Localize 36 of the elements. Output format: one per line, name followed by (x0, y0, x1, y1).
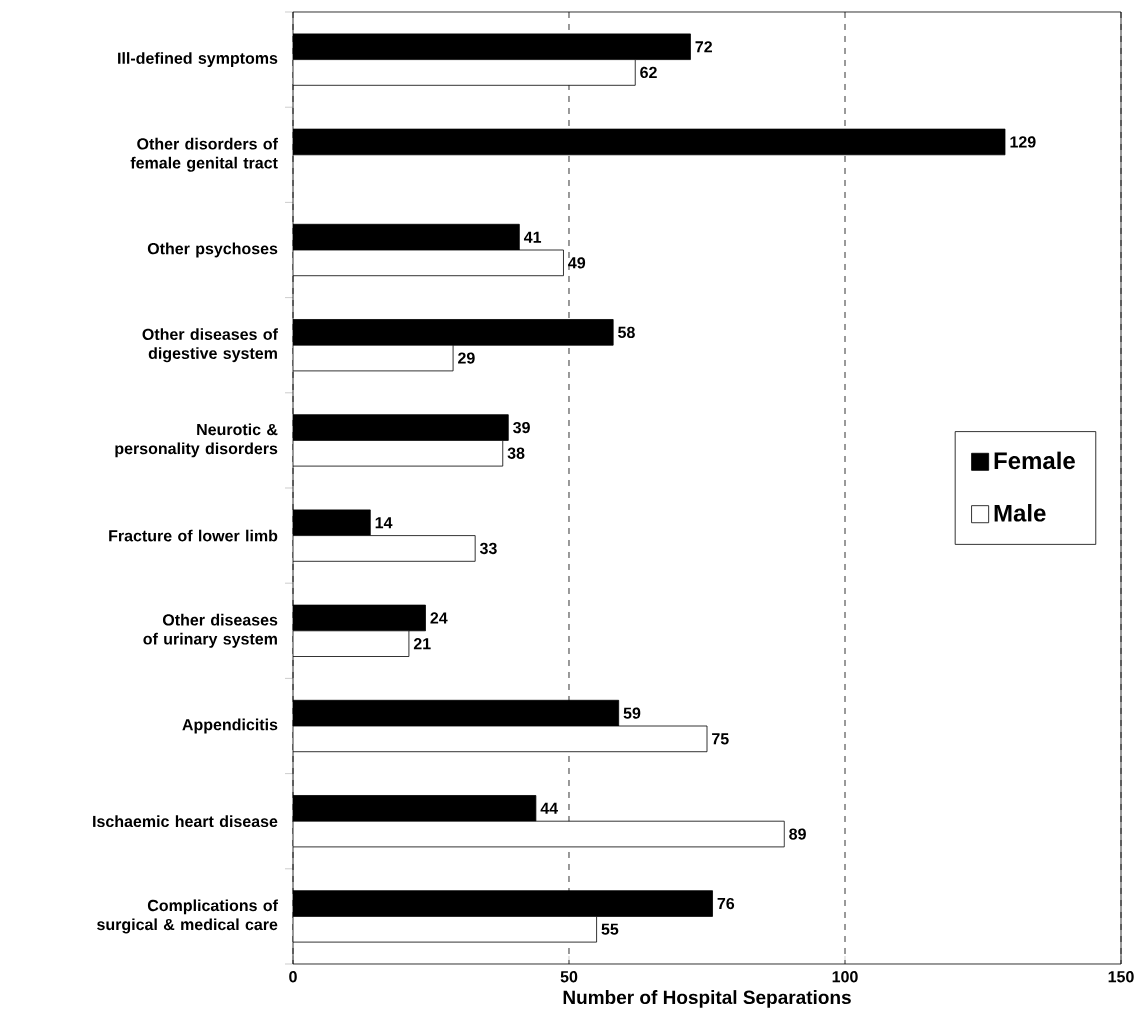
y-tick-label: Appendicitis (182, 718, 278, 734)
data-label: 41 (523, 231, 542, 243)
data-label: 76 (717, 897, 735, 910)
data-label: 29 (458, 352, 475, 364)
data-label: 55 (601, 923, 619, 935)
y-tick-label: Complications of surgical & medical care (97, 899, 278, 934)
y-tick-label: Ill-defined symptoms (118, 52, 278, 68)
y-tick-label: Other diseases of urinary system (143, 613, 278, 648)
data-label: 44 (540, 802, 558, 814)
x-axis-title: Number of Hospital Separations (563, 990, 851, 1008)
data-label: 89 (789, 828, 806, 840)
data-label: 59 (623, 707, 641, 719)
x-tick-label: 100 (832, 971, 858, 983)
y-tick-label: Ischaemic heart disease (93, 815, 278, 828)
data-label: 58 (618, 326, 635, 339)
y-tick-label: Other disorders of female genital tract (130, 137, 278, 172)
data-label: 33 (479, 542, 497, 555)
data-label: 24 (430, 612, 448, 624)
data-label: 14 (375, 517, 393, 529)
data-label: 72 (695, 41, 712, 53)
data-label: 75 (712, 733, 729, 745)
y-tick-label: Fracture of lower limb (109, 529, 278, 542)
data-label: 129 (1010, 136, 1036, 148)
y-tick-label: Neurotic & personality disorders (115, 423, 278, 458)
data-label: 49 (568, 257, 586, 269)
y-tick-label: Other psychoses (147, 242, 278, 258)
x-tick-label: 150 (1108, 971, 1134, 983)
legend-label: Female (994, 451, 1075, 470)
data-label: 62 (640, 66, 657, 79)
data-label: 39 (513, 421, 530, 434)
x-tick-label: 50 (560, 971, 578, 983)
x-tick-label: 0 (289, 971, 297, 983)
data-label: 21 (413, 638, 431, 650)
data-label: 38 (507, 447, 525, 459)
y-tick-label: Other diseases of digestive system (142, 328, 278, 363)
legend-label: Male (994, 504, 1046, 522)
